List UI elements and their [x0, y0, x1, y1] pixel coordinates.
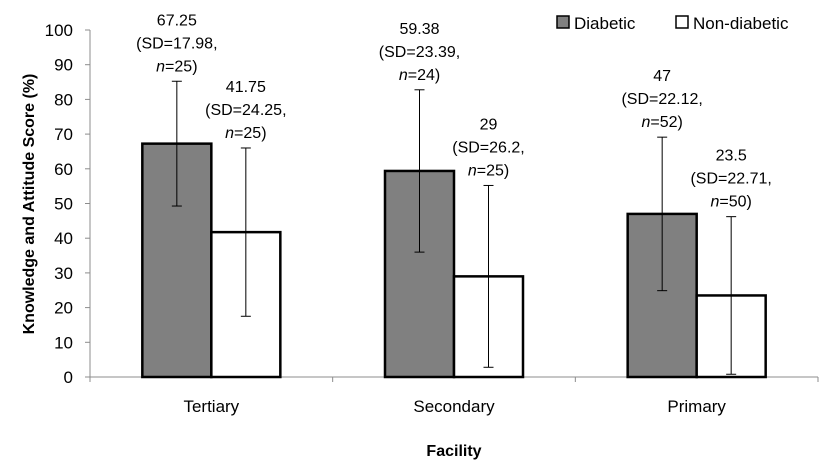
bars: [141, 142, 767, 379]
y-tick-label: 10: [54, 333, 73, 352]
data-label-value: 23.5: [716, 148, 747, 165]
data-label-value: 47: [653, 68, 671, 85]
y-axis: 0 10 20 30 40 50 60 70 80 90 100: [45, 21, 91, 387]
legend-swatch-non-diabetic: [675, 15, 689, 29]
bar-diabetic-secondary: [383, 169, 456, 379]
y-tick-label: 50: [54, 195, 73, 214]
data-label-n: n=25): [468, 162, 509, 179]
legend-swatch-diabetic: [556, 15, 570, 29]
data-label-value: 67.25: [157, 12, 197, 29]
data-label-sd: (SD=23.39,: [379, 44, 460, 61]
y-axis-title: Knowledge and Attitude Score (%): [21, 74, 38, 335]
legend-label-diabetic: Diabetic: [574, 14, 636, 33]
y-tick-label: 60: [54, 160, 73, 179]
y-tick-label: 20: [54, 299, 73, 318]
x-tick-label: Tertiary: [183, 397, 239, 416]
error-bars: [171, 80, 737, 375]
y-tick-label: 0: [64, 368, 73, 387]
data-label-n: n=24): [399, 67, 440, 84]
data-label-sd: (SD=26.2,: [452, 139, 524, 156]
legend: Diabetic Non-diabetic: [556, 14, 789, 33]
data-labels: 67.25 (SD=17.98, n=25) 59.38 (SD=23.39, n=24)…: [136, 12, 772, 210]
data-label-value: 41.75: [226, 79, 266, 96]
y-tick-label: 40: [54, 229, 73, 248]
data-label-sd: (SD=22.12,: [621, 91, 702, 108]
data-label-n: n=52): [641, 114, 682, 131]
data-label-sd: (SD=24.25,: [205, 102, 286, 119]
y-tick-label: 80: [54, 90, 73, 109]
data-label-value: 29: [480, 116, 498, 133]
x-axis: Tertiary Secondary Primary: [89, 376, 819, 416]
y-tick-label: 100: [45, 21, 73, 40]
x-tick-label: Primary: [667, 397, 726, 416]
legend-label-non-diabetic: Non-diabetic: [693, 14, 789, 33]
data-label-n: n=50): [710, 194, 751, 211]
x-axis-title: Facility: [426, 443, 481, 460]
y-tick-label: 30: [54, 264, 73, 283]
y-tick-label: 70: [54, 125, 73, 144]
data-label-n: n=25): [156, 58, 197, 75]
data-label-sd: (SD=17.98,: [136, 35, 217, 52]
data-label-sd: (SD=22.71,: [690, 171, 771, 188]
data-label-n: n=25): [225, 125, 266, 142]
y-tick-label: 90: [54, 56, 73, 75]
data-label-value: 59.38: [399, 21, 439, 38]
x-tick-label: Secondary: [413, 397, 495, 416]
